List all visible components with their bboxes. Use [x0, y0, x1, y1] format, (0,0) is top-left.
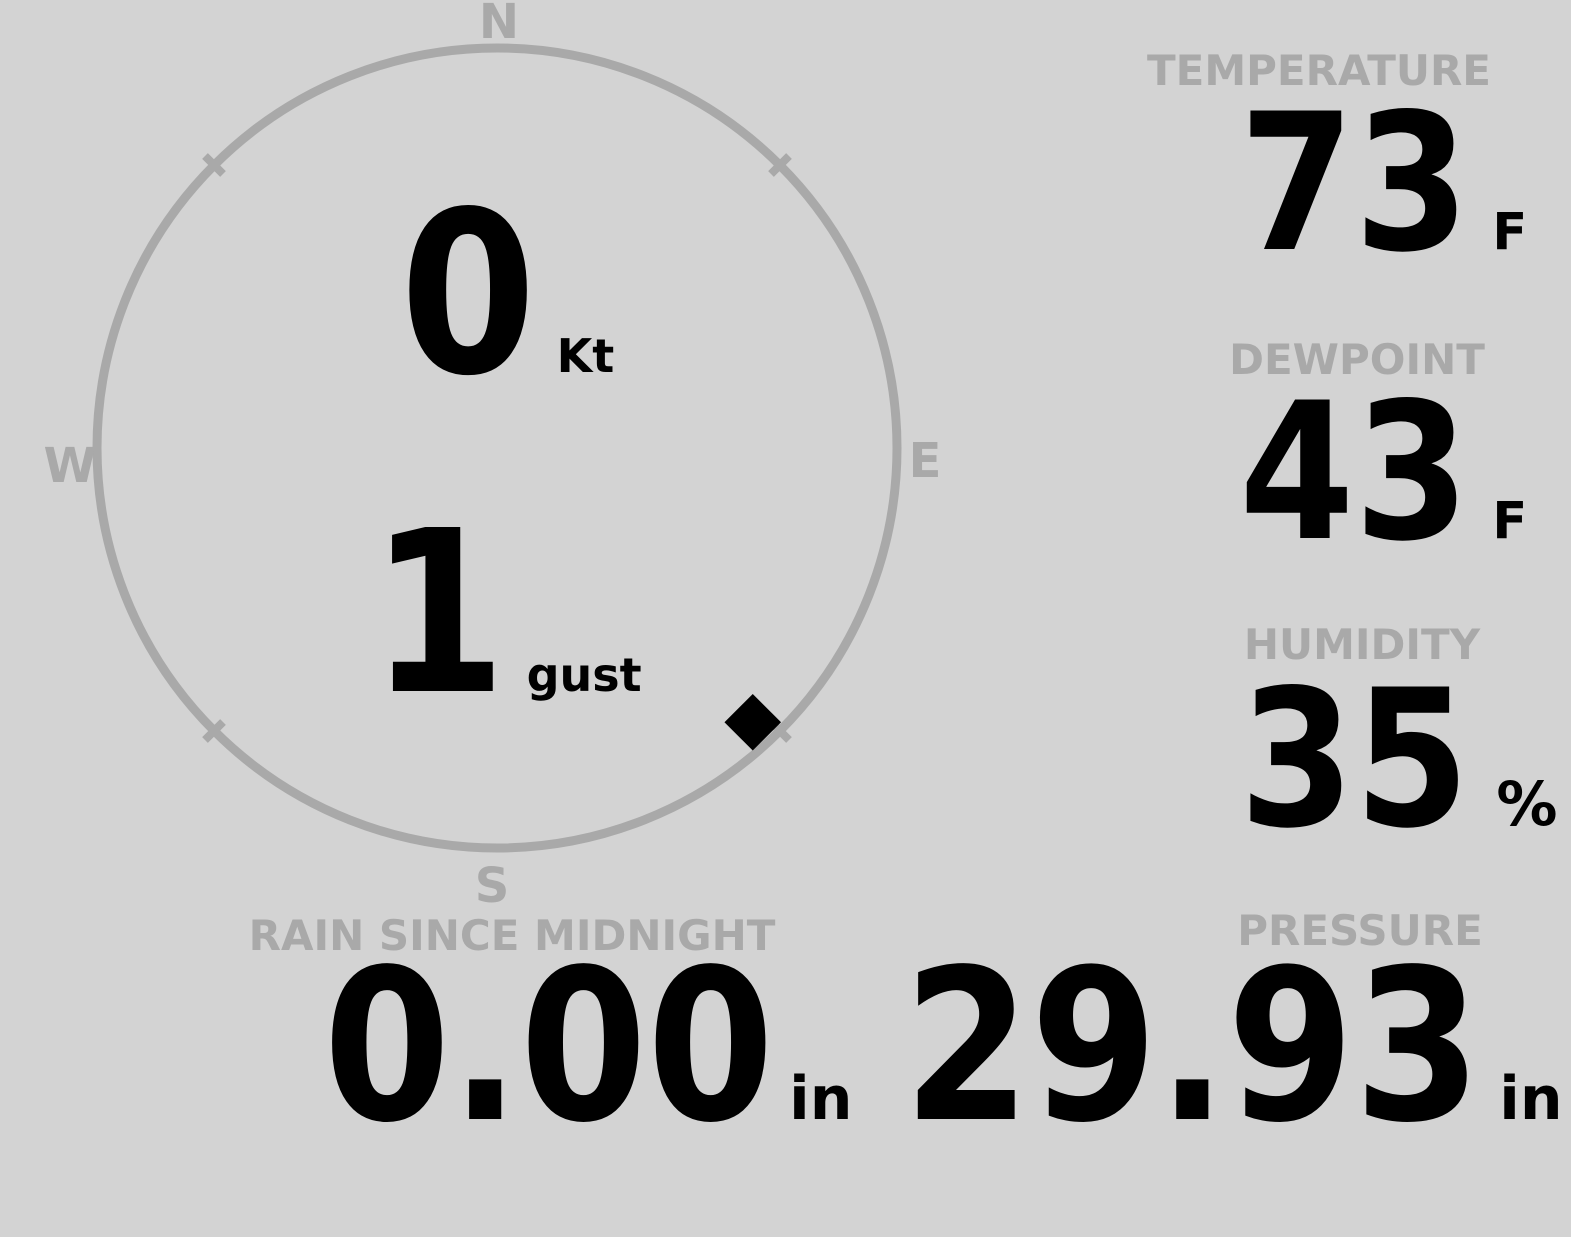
wind-gust-unit: gust [526, 648, 642, 702]
temperature-label: TEMPERATURE [1147, 46, 1491, 95]
rain-since-midnight-unit: in [789, 1064, 853, 1134]
humidity-label: HUMIDITY [1243, 620, 1481, 669]
tick-northeast [768, 153, 792, 177]
wind-speed-value: 0 [400, 164, 537, 426]
humidity-unit: % [1496, 769, 1558, 840]
dewpoint-label: DEWPOINT [1229, 335, 1485, 384]
dewpoint-reading: 43 F [1205, 378, 1527, 568]
temperature-unit: F [1492, 203, 1528, 262]
pressure-label: PRESSURE [1237, 906, 1483, 955]
rain-since-midnight-label: RAIN SINCE MIDNIGHT [248, 911, 776, 960]
rain-since-midnight-value: 0.00 [323, 924, 775, 1169]
pressure-value: 29.93 [903, 924, 1482, 1169]
tick-southwest [202, 719, 226, 743]
tick-northwest [202, 153, 226, 177]
wind-gust-value: 1 [370, 483, 507, 745]
rain-since-midnight-reading: 0.00 in [256, 942, 852, 1152]
pressure-unit: in [1499, 1064, 1563, 1134]
wind-speed-unit: Kt [556, 329, 615, 383]
dewpoint-value: 43 [1239, 362, 1470, 583]
compass-north-label: N [478, 0, 520, 50]
humidity-reading: 35 % [1205, 649, 1558, 870]
wind-speed: 0 Kt [400, 183, 614, 408]
compass-south-label: S [474, 858, 510, 914]
pressure-reading: 29.93 in [817, 924, 1563, 1169]
compass-east-label: E [908, 433, 942, 489]
temperature-value: 73 [1239, 73, 1470, 294]
temperature-reading: 73 F [1205, 89, 1527, 279]
humidity-value: 35 [1239, 649, 1470, 870]
wind-gust: 1 gust [370, 502, 642, 727]
compass-ring [92, 43, 902, 853]
compass-west-label: W [43, 438, 97, 494]
dewpoint-unit: F [1492, 492, 1528, 551]
